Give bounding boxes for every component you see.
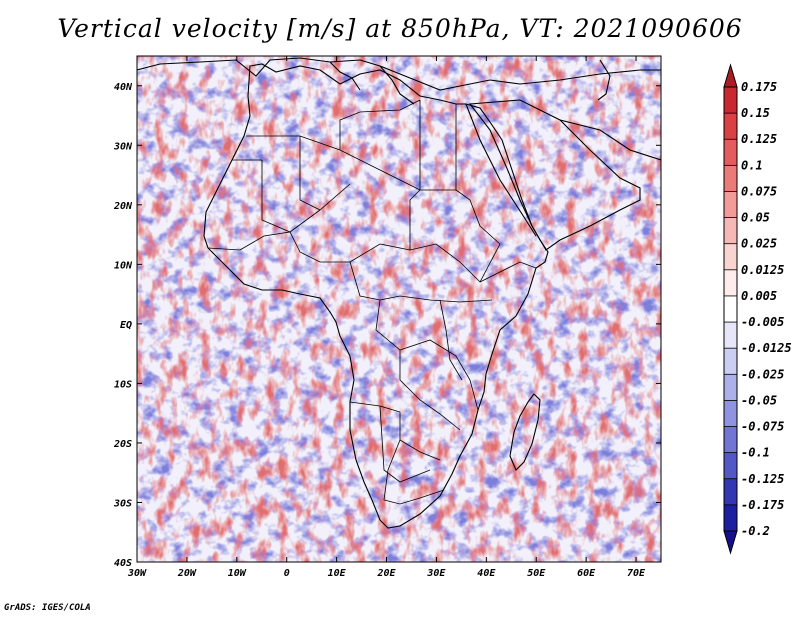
lat-tick-label: 30N <box>113 141 133 152</box>
colorbar-label: 0.025 <box>741 237 777 251</box>
colorbar-top-arrow <box>723 63 738 88</box>
colorbar-label: 0.175 <box>741 80 777 94</box>
lat-tick-label: 10N <box>114 260 133 271</box>
lat-tick-label: 40S <box>114 558 132 569</box>
colorbar-label: -0.0125 <box>741 341 792 355</box>
africa-coastline <box>203 63 549 529</box>
lon-tick-label: 10E <box>328 568 347 579</box>
colorbar-label: 0.125 <box>741 132 777 146</box>
colorbar-label: 0.075 <box>741 184 777 198</box>
lon-tick-label: 20E <box>376 568 396 579</box>
lon-tick-label: 30W <box>127 568 147 579</box>
lat-tick-label: 10S <box>114 379 132 390</box>
colorbar-segment <box>724 139 737 166</box>
colorbar: 0.175 0.15 0.125 0.1 0.075 0.05 0.025 0.0125 0.0… <box>723 63 792 555</box>
lat-tick-label: EQ <box>120 320 132 331</box>
colorbar-segment <box>724 295 737 323</box>
colorbar-bottom-arrow <box>723 530 738 555</box>
colorbar-segment <box>724 113 737 140</box>
colorbar-label: -0.075 <box>741 420 784 434</box>
colorbar-label: -0.005 <box>741 315 784 329</box>
lat-tick-label: 30S <box>113 498 132 509</box>
colorbar-segment <box>724 217 737 244</box>
axis-labels: 30W 20W 10W 0 10E 20E 30E 40E 50E 60E 70E 40N 30N 20N… <box>113 56 661 579</box>
colorbar-label: 0.005 <box>741 289 777 303</box>
lon-tick-label: 50E <box>527 568 546 579</box>
plot-frame <box>136 55 662 563</box>
lat-tick-label: 20S <box>113 439 132 450</box>
colorbar-segment <box>724 87 737 114</box>
colorbar-label: 0.15 <box>741 106 770 120</box>
coastlines <box>137 57 661 529</box>
colorbar-label: -0.125 <box>741 472 784 486</box>
lon-tick-label: 10W <box>228 568 247 579</box>
colorbar-label: -0.025 <box>741 367 784 381</box>
credit-footer: GrADS: IGES/COLA <box>4 603 91 613</box>
colorbar-segment <box>724 452 737 479</box>
colorbar-label: -0.175 <box>741 498 784 512</box>
colorbar-segment <box>724 191 737 218</box>
lon-tick-label: 60E <box>577 568 596 579</box>
colorbar-segment <box>724 243 737 270</box>
velocity-field <box>137 56 661 562</box>
colorbar-segment <box>724 426 737 453</box>
colorbar-segment <box>724 165 737 192</box>
colorbar-label: -0.2 <box>741 524 770 538</box>
colorbar-segment <box>724 269 737 296</box>
lon-tick-label: 0 <box>284 568 290 579</box>
lon-tick-label: 40E <box>477 568 496 579</box>
colorbar-segment <box>724 374 737 401</box>
lon-tick-label: 70E <box>627 568 646 579</box>
arabia-coastline <box>468 99 641 251</box>
country-borders <box>207 99 537 505</box>
colorbar-label: -0.05 <box>741 393 777 407</box>
colorbar-segment <box>724 348 737 375</box>
lon-tick-label: 30E <box>426 568 446 579</box>
colorbar-label: 0.05 <box>741 211 770 225</box>
colorbar-label: -0.1 <box>741 446 770 460</box>
lat-tick-label: 40N <box>114 82 133 93</box>
europe-coastline <box>137 57 661 91</box>
map-title: Vertical velocity [m/s] at 850hPa, VT: 2… <box>57 14 743 43</box>
colorbar-label: 0.1 <box>741 158 763 172</box>
colorbar-segment <box>724 504 737 531</box>
colorbar-segment <box>724 322 737 349</box>
lat-tick-label: 20N <box>113 201 133 212</box>
colorbar-segment <box>724 478 737 505</box>
colorbar-label: 0.0125 <box>741 263 784 277</box>
lon-tick-label: 20W <box>177 568 197 579</box>
madagascar-coastline <box>509 393 541 471</box>
colorbar-segment <box>724 400 737 427</box>
